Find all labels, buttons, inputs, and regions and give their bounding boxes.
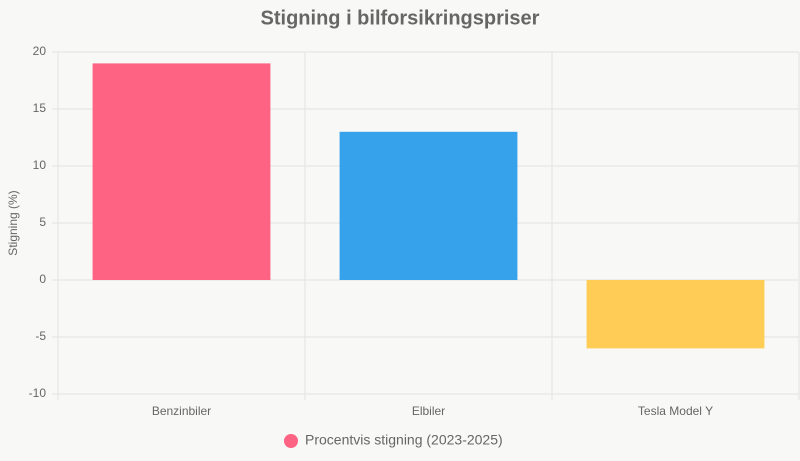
x-tick-label: Benzinbiler xyxy=(152,404,211,418)
y-tick-label: 10 xyxy=(33,158,47,172)
y-tick-label: -10 xyxy=(29,386,47,400)
bar xyxy=(586,280,765,349)
chart-title: Stigning i bilforsikringspriser xyxy=(261,7,540,29)
bar xyxy=(339,131,518,280)
x-tick-label: Tesla Model Y xyxy=(638,404,713,418)
legend-label: Procentvis stigning (2023-2025) xyxy=(305,432,503,448)
y-tick-label: 20 xyxy=(33,44,47,58)
legend-swatch xyxy=(284,434,298,448)
y-tick-label: 5 xyxy=(39,215,46,229)
y-tick-label: -5 xyxy=(35,329,46,343)
y-tick-label: 0 xyxy=(39,272,46,286)
y-axis-label: Stigning (%) xyxy=(6,190,20,255)
bar xyxy=(92,63,271,281)
x-tick-label: Elbiler xyxy=(412,404,445,418)
y-tick-label: 15 xyxy=(33,101,47,115)
